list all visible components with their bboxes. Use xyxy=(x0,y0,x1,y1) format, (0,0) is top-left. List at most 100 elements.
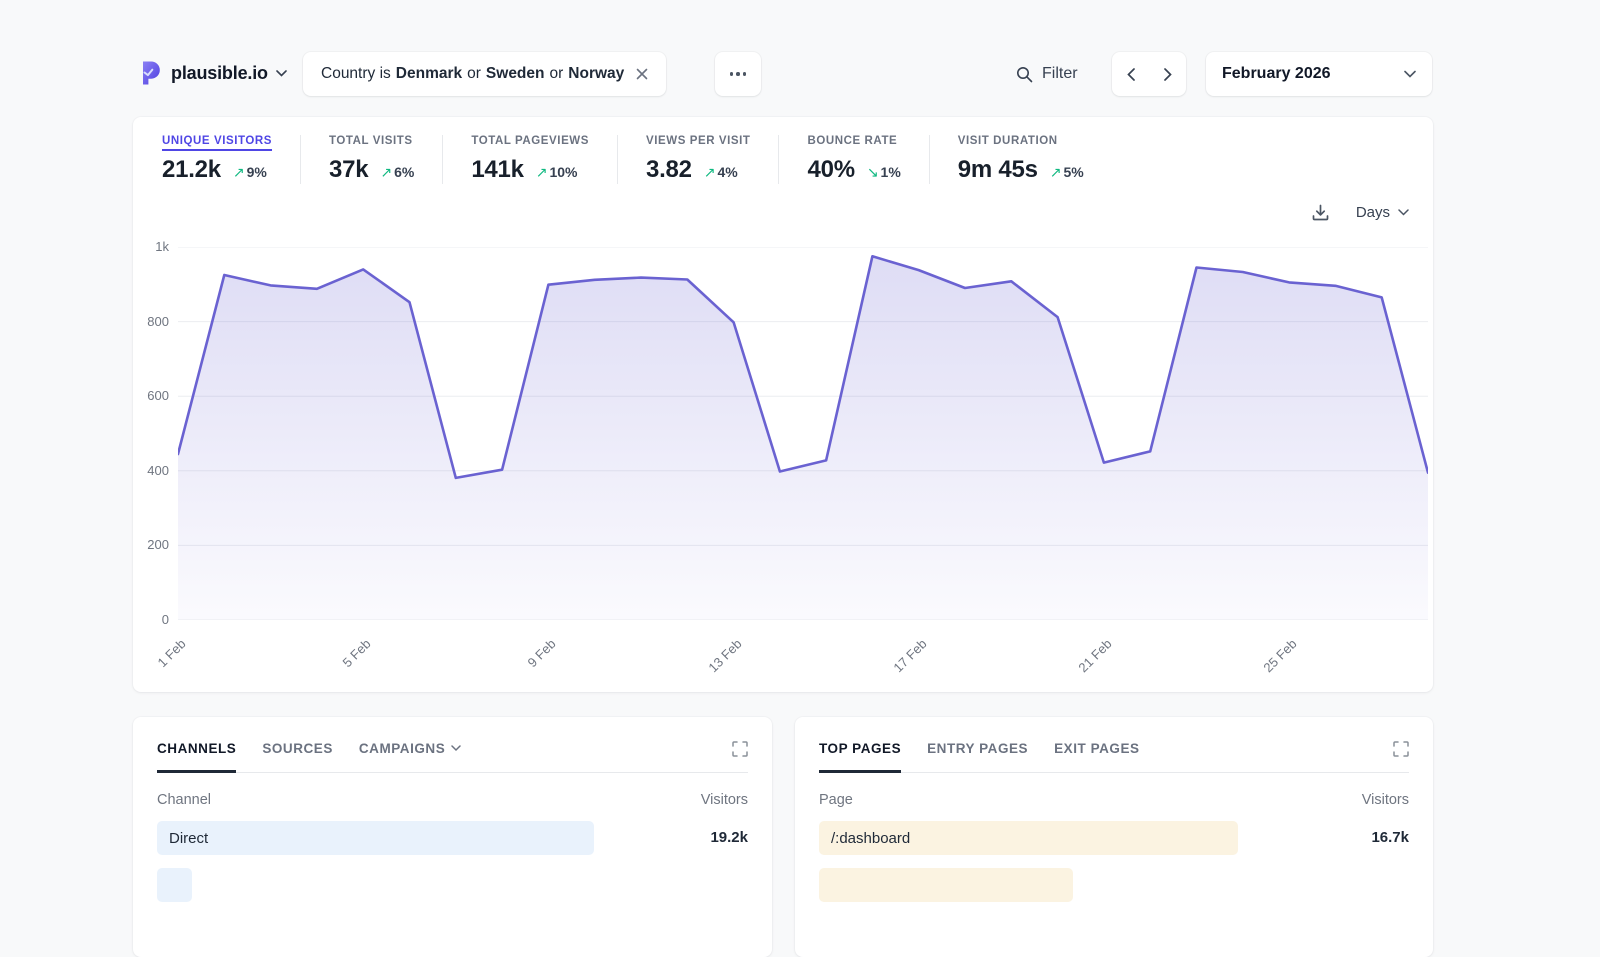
plausible-dashboard: { "topbar": { "site_name": "plausible.io… xyxy=(140,52,1432,902)
filter-chip-country-2: Sweden xyxy=(485,65,545,82)
interval-label: Days xyxy=(1355,204,1390,221)
stat-value: 3.82 xyxy=(646,156,692,183)
filter-chip-prefix: Country is xyxy=(321,65,391,82)
expand-icon[interactable] xyxy=(1393,741,1409,757)
site-picker[interactable]: plausible.io xyxy=(140,60,287,86)
visitors-chart[interactable]: 0 200 400 600 800 1k 1 Feb 5 Feb 9 Feb 13 Feb 17 … xyxy=(147,239,1428,675)
stat-delta: ↗ 10% xyxy=(535,164,578,180)
trend-up-icon: ↗ xyxy=(380,164,393,180)
table-row-partial[interactable] xyxy=(819,868,1409,902)
pages-column-headers: Page Visitors xyxy=(819,792,1409,808)
chevron-down-icon xyxy=(1398,209,1409,216)
row-bar: /:dashboard xyxy=(819,821,1238,855)
row-bar xyxy=(819,868,1073,902)
stat-value: 21.2k xyxy=(162,156,221,183)
column-name: Page xyxy=(819,792,853,808)
tab-sources[interactable]: SOURCES xyxy=(262,741,333,756)
stat-value: 9m 45s xyxy=(957,156,1038,183)
stat-visit-duration[interactable]: VISIT DURATION 9m 45s ↗ 5% xyxy=(928,135,1112,184)
row-bar: Direct xyxy=(157,821,595,855)
stat-delta: ↗ 9% xyxy=(232,164,267,180)
stat-unique-visitors[interactable]: UNIQUE VISITORS 21.2k ↗ 9% xyxy=(162,135,273,183)
tab-exit-pages[interactable]: EXIT PAGES xyxy=(1054,741,1140,756)
site-name: plausible.io xyxy=(171,62,268,83)
stat-views-per-visit[interactable]: VIEWS PER VISIT 3.82 ↗ 4% xyxy=(617,135,778,184)
stat-value: 40% xyxy=(807,156,855,183)
y-tick-label: 400 xyxy=(147,462,169,478)
stat-delta: ↗ 6% xyxy=(380,164,415,180)
x-tick-label: 1 Feb xyxy=(154,636,189,671)
chevron-down-icon xyxy=(276,69,287,77)
row-bar xyxy=(157,868,193,902)
chart-area-fill xyxy=(178,256,1428,620)
x-tick-label: 25 Feb xyxy=(1260,636,1300,676)
table-row[interactable]: /:dashboard 16.7k xyxy=(819,821,1409,855)
trend-up-icon: ↗ xyxy=(703,164,716,180)
date-range-label: February 2026 xyxy=(1222,65,1331,82)
row-label[interactable]: /:dashboard xyxy=(831,829,911,847)
y-tick-label: 600 xyxy=(147,388,169,404)
column-value: Visitors xyxy=(700,792,748,808)
top-pages-panel: TOP PAGES ENTRY PAGES EXIT PAGES Page Vi… xyxy=(795,717,1433,957)
visitors-chart-svg xyxy=(178,247,1428,620)
trend-up-icon: ↗ xyxy=(232,164,245,180)
chart-controls: Days xyxy=(1311,203,1409,222)
interval-dropdown[interactable]: Days xyxy=(1356,204,1409,221)
filter-chip-country[interactable]: Country is Denmark or Sweden or Norway xyxy=(303,52,667,96)
row-label[interactable]: Direct xyxy=(169,829,209,847)
y-tick-label: 800 xyxy=(147,313,169,329)
date-range-dropdown[interactable]: February 2026 xyxy=(1206,52,1432,96)
stat-value: 141k xyxy=(471,156,524,183)
more-filters-button[interactable] xyxy=(715,52,761,96)
stat-delta: ↗ 5% xyxy=(1049,164,1084,180)
x-tick-label: 13 Feb xyxy=(704,636,745,676)
stat-value: 37k xyxy=(329,156,369,183)
stat-total-visits[interactable]: TOTAL VISITS 37k ↗ 6% xyxy=(300,135,442,184)
stat-total-pageviews[interactable]: TOTAL PAGEVIEWS 141k ↗ 10% xyxy=(442,135,617,184)
tab-top-pages[interactable]: TOP PAGES xyxy=(819,741,902,773)
filter-button[interactable]: Filter xyxy=(1008,52,1086,96)
stat-bounce-rate[interactable]: BOUNCE RATE 40% ↘ 1% xyxy=(778,135,928,184)
filter-button-label: Filter xyxy=(1042,65,1078,82)
column-name: Channel xyxy=(157,792,212,808)
tab-entry-pages[interactable]: ENTRY PAGES xyxy=(927,741,1029,756)
filter-chip-join-2: or xyxy=(549,65,564,82)
tab-channels[interactable]: CHANNELS xyxy=(157,741,237,773)
pages-tabs: TOP PAGES ENTRY PAGES EXIT PAGES xyxy=(819,741,1409,773)
y-tick-label: 1k xyxy=(155,239,169,254)
filter-chip-join-1: or xyxy=(467,65,481,82)
trend-up-icon: ↗ xyxy=(1049,164,1062,180)
chevron-left-icon xyxy=(1126,67,1135,81)
channels-tabs: CHANNELS SOURCES CAMPAIGNS xyxy=(157,741,748,773)
stats-row: UNIQUE VISITORS 21.2k ↗ 9% TOTAL VISITS 3… xyxy=(162,135,1112,184)
stat-delta: ↗ 4% xyxy=(703,164,738,180)
column-value: Visitors xyxy=(1361,792,1409,808)
y-tick-label: 200 xyxy=(147,537,169,553)
table-row[interactable]: Direct 19.2k xyxy=(157,821,748,855)
row-value: 16.7k xyxy=(1371,829,1409,846)
expand-icon[interactable] xyxy=(732,741,748,757)
next-period-button[interactable] xyxy=(1149,52,1186,96)
chevron-right-icon xyxy=(1163,67,1172,81)
trend-up-icon: ↗ xyxy=(535,164,548,180)
filter-chip-country-1: Denmark xyxy=(395,65,463,82)
chart-line xyxy=(178,255,1428,480)
remove-filter-icon[interactable] xyxy=(636,68,648,80)
prev-period-button[interactable] xyxy=(1112,52,1149,96)
y-tick-label: 0 xyxy=(161,612,169,627)
row-value: 19.2k xyxy=(710,829,748,846)
table-row-partial[interactable] xyxy=(157,868,748,902)
filter-chip-country-3: Norway xyxy=(568,65,625,82)
x-tick-label: 9 Feb xyxy=(524,636,559,671)
y-axis-labels: 0 200 400 600 800 1k xyxy=(133,239,169,627)
period-nav xyxy=(1112,52,1186,96)
chevron-down-icon xyxy=(1404,70,1416,78)
download-icon[interactable] xyxy=(1311,203,1330,222)
plausible-logo-icon xyxy=(143,61,160,85)
channels-panel: CHANNELS SOURCES CAMPAIGNS Channel Visit… xyxy=(133,717,772,957)
chevron-down-icon xyxy=(451,745,461,752)
tab-campaigns[interactable]: CAMPAIGNS xyxy=(359,741,461,756)
search-icon xyxy=(1017,66,1033,82)
x-tick-label: 21 Feb xyxy=(1075,636,1115,676)
channels-column-headers: Channel Visitors xyxy=(157,792,748,808)
